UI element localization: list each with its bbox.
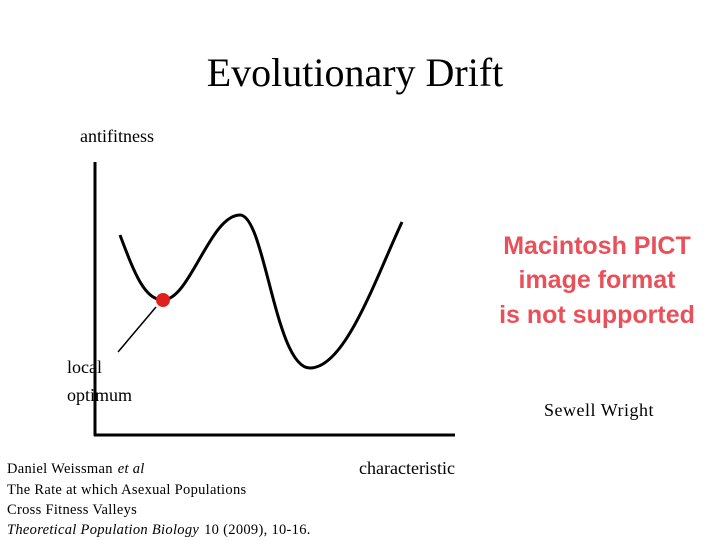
citation-line: Cross Fitness Valleys: [7, 502, 137, 518]
fitness-curve: [118, 213, 404, 370]
y-axis-label: antifitness: [80, 126, 154, 146]
x-axis-label: characteristic: [359, 458, 455, 478]
citation-line: The Rate at which Asexual Populations: [7, 482, 246, 498]
annotation-line: local: [67, 357, 102, 377]
citation-line: Theoretical Population Biology 10 (2009),…: [7, 522, 311, 538]
citation-line: Daniel Weissman et al: [7, 461, 145, 477]
slide-title: Evolutionary Drift: [207, 50, 504, 95]
placeholder-text: is not supported: [499, 301, 695, 329]
pointer-line: [117, 306, 157, 353]
citation-details: 10 (2009), 10-16.: [204, 522, 311, 538]
image-caption: Sewell Wright: [544, 400, 654, 420]
annotation-line: optimum: [67, 385, 132, 405]
citation-et-al: et al: [118, 461, 145, 477]
local-optimum-dot: [156, 293, 170, 307]
citation-author: Daniel Weissman: [7, 461, 113, 477]
citation-journal: Theoretical Population Biology: [7, 522, 199, 538]
placeholder-text: image format: [519, 266, 677, 294]
placeholder-text: Macintosh PICT: [503, 232, 691, 260]
